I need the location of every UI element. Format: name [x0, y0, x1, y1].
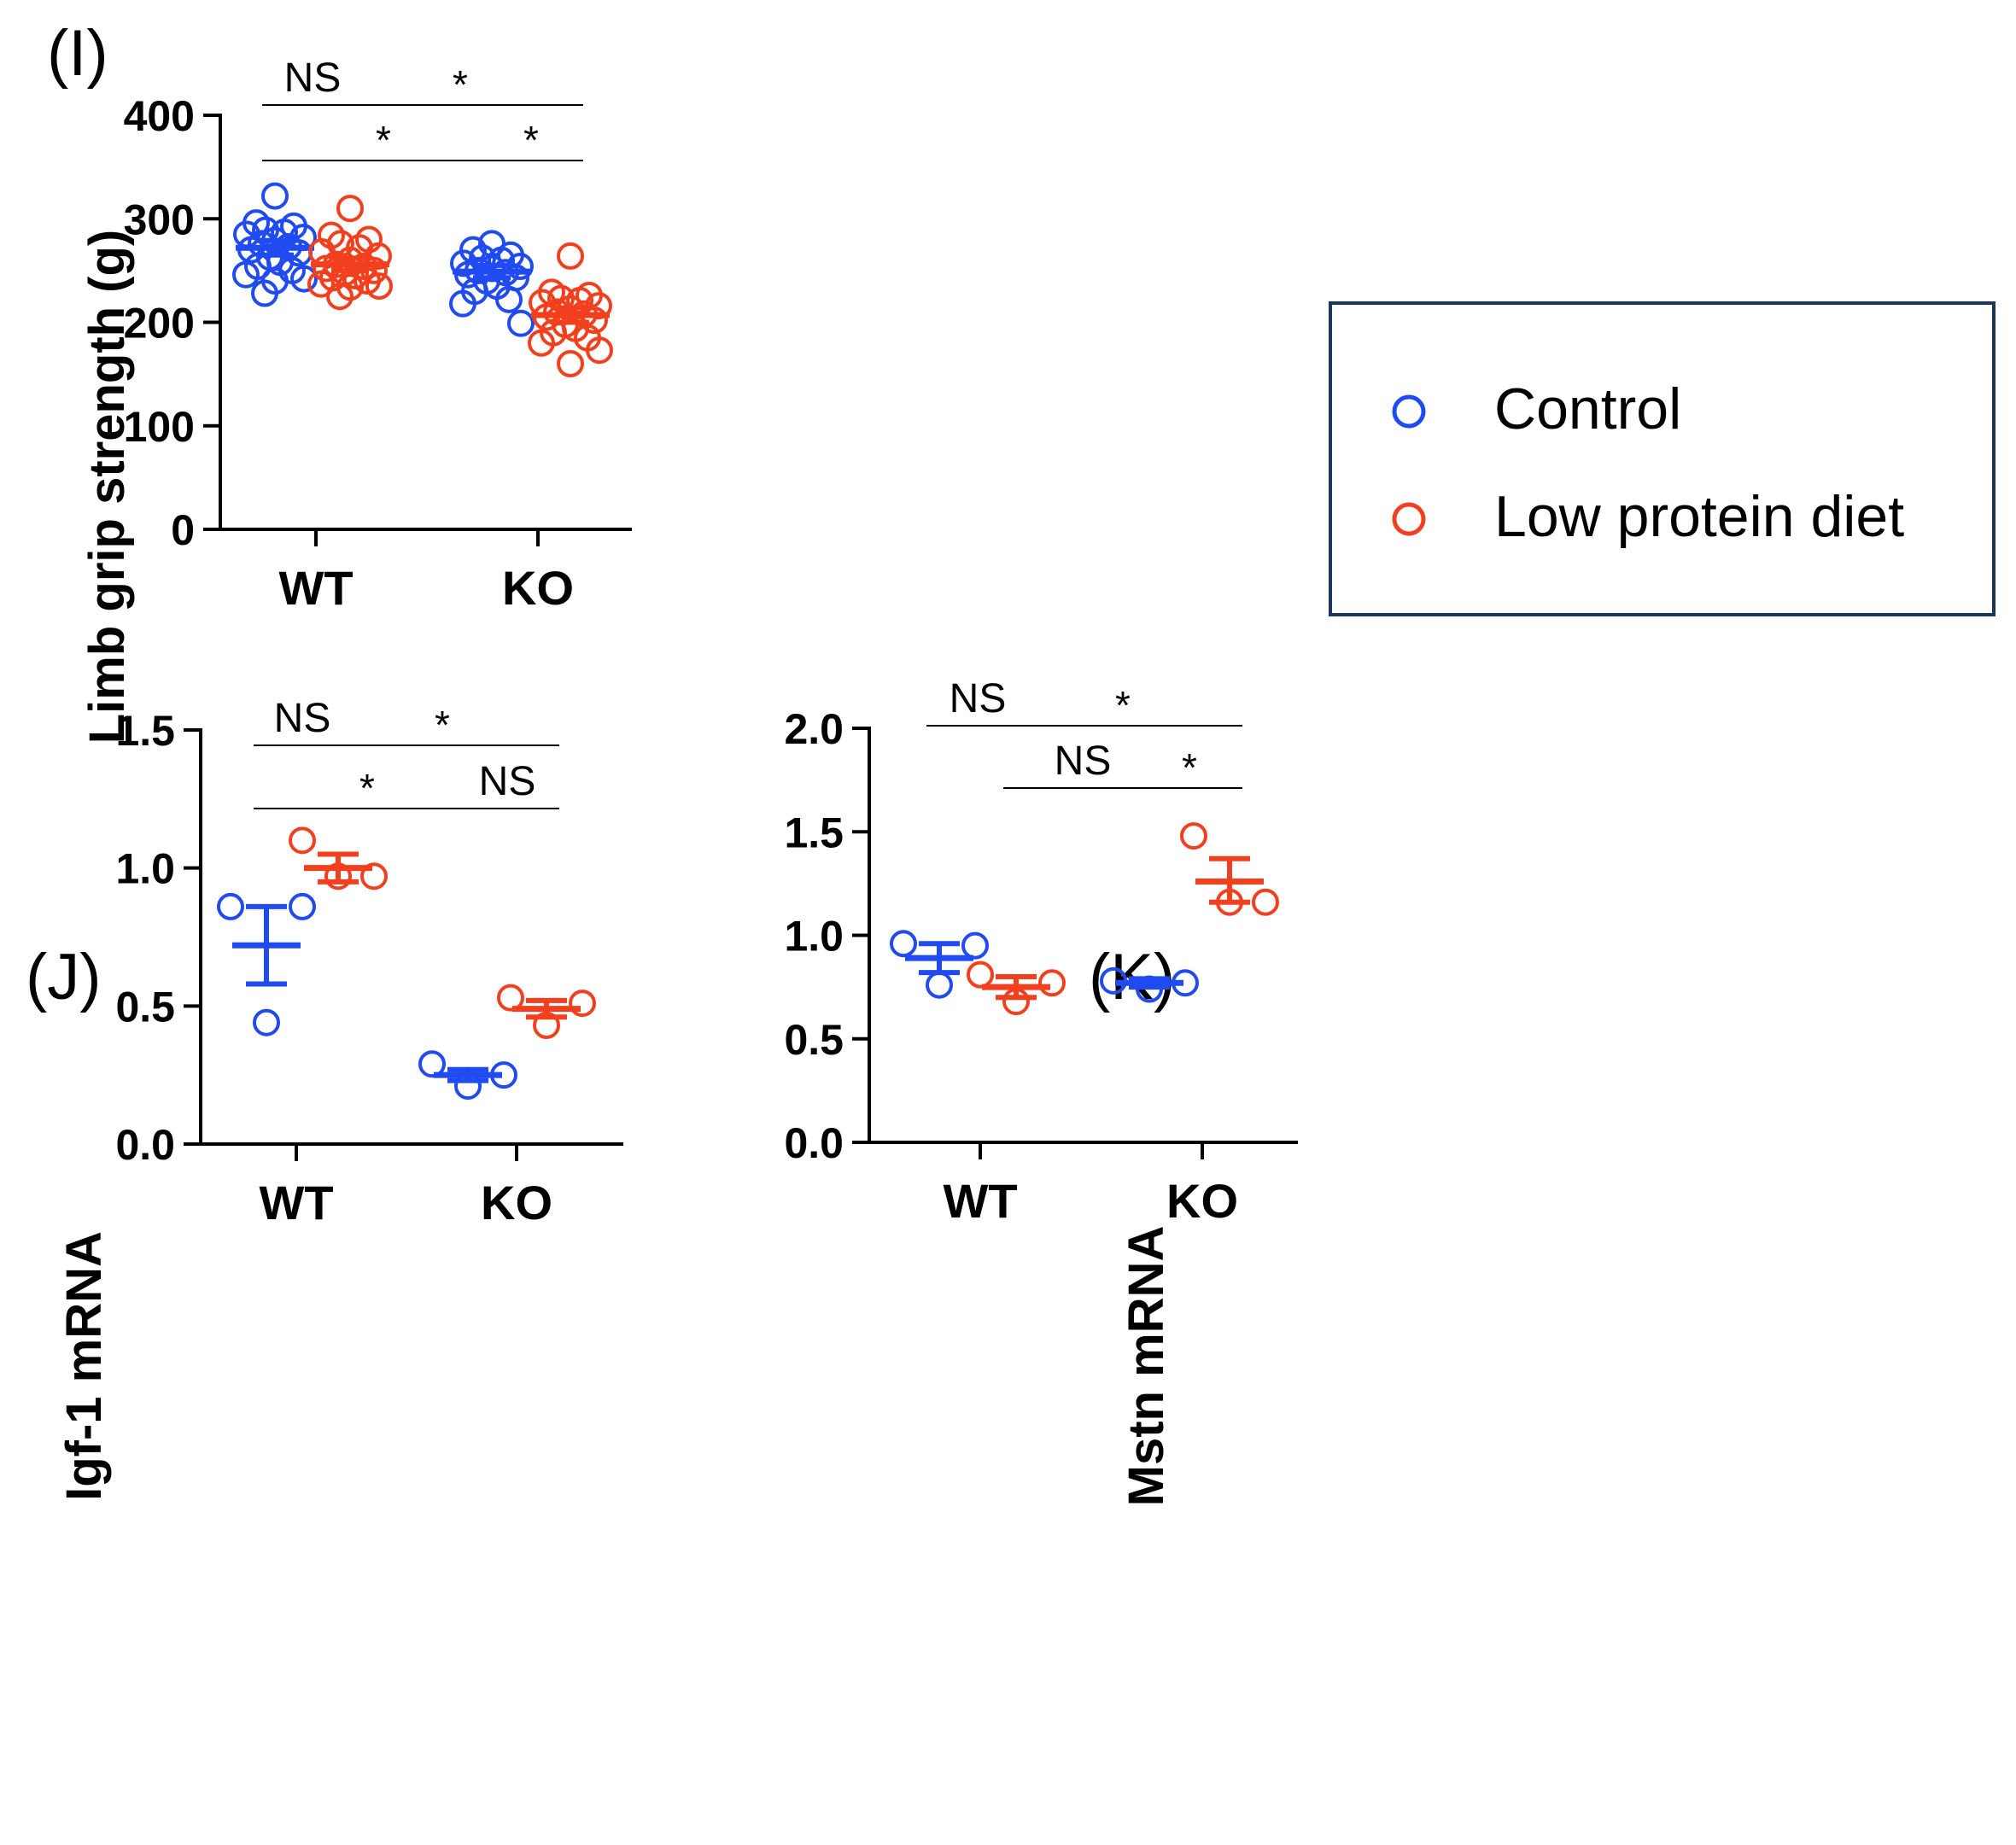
- legend-box: [1329, 301, 1996, 616]
- significance-label: *: [1182, 745, 1197, 790]
- data-point: [253, 1008, 280, 1036]
- x-tick-label: WT: [259, 1176, 333, 1229]
- significance-label: NS: [1055, 739, 1112, 784]
- data-point: [926, 971, 953, 999]
- significance-label: *: [523, 118, 539, 162]
- data-point: [261, 182, 289, 210]
- y-axis-label-j: Igf-1 mRNA: [56, 1231, 112, 1501]
- data-point: [967, 960, 994, 989]
- panel-j: (J) Igf-1 mRNA 0.0 0.5 1.0 1.5 WT KO NS * * NS: [26, 696, 623, 1501]
- data-point: [1038, 969, 1066, 997]
- data-point: [1180, 822, 1207, 850]
- data-point: [232, 260, 260, 289]
- x-tick-label: KO: [502, 561, 574, 615]
- x-tick-label: WT: [943, 1174, 1017, 1228]
- data-point: [1252, 888, 1279, 916]
- data-point: [890, 930, 917, 958]
- data-point: [459, 236, 487, 264]
- x-tick-label: KO: [1166, 1174, 1238, 1228]
- y-tick-label: 0.0: [784, 1119, 844, 1167]
- panel-i: (I) Limb grip strength (g) 0 100 200 300 400…: [47, 17, 632, 744]
- y-tick-label: 0: [171, 506, 195, 554]
- significance-label: *: [453, 62, 468, 107]
- y-tick-label: 200: [124, 300, 195, 347]
- y-tick-label: 100: [124, 403, 195, 451]
- data-point: [217, 892, 244, 920]
- data-point: [289, 826, 316, 855]
- significance-label: *: [359, 766, 375, 810]
- y-tick-label: 0.5: [784, 1016, 844, 1064]
- y-tick-label: 1.0: [115, 845, 175, 893]
- y-axis-label-k: Mstn mRNA: [1119, 1226, 1174, 1507]
- data-point: [251, 279, 278, 307]
- data-point: [449, 289, 476, 318]
- data-point: [586, 336, 613, 365]
- data-point: [557, 350, 584, 377]
- data-point: [326, 283, 354, 311]
- x-tick-label: KO: [481, 1176, 552, 1229]
- y-tick-label: 400: [124, 92, 195, 140]
- significance-label: *: [435, 703, 450, 747]
- panel-label-i: (I): [47, 17, 108, 90]
- y-tick-label: 0.0: [115, 1121, 175, 1169]
- significance-label: *: [376, 118, 391, 162]
- legend: Control Low protein diet: [1329, 301, 1996, 616]
- panel-label-j: (J): [26, 941, 102, 1013]
- significance-label: NS: [950, 676, 1007, 721]
- significance-label: *: [1115, 683, 1131, 727]
- y-tick-label: 1.5: [115, 707, 175, 755]
- data-point: [495, 285, 523, 313]
- legend-low-protein-marker: [1392, 502, 1426, 536]
- y-tick-label: 300: [124, 196, 195, 243]
- x-tick-label: WT: [278, 561, 353, 615]
- y-tick-label: 0.5: [115, 983, 175, 1031]
- data-point: [497, 984, 524, 1012]
- data-point: [271, 219, 298, 247]
- data-point: [307, 270, 335, 298]
- y-tick-label: 1.5: [784, 809, 844, 856]
- data-point: [557, 242, 584, 270]
- legend-control-marker: [1392, 394, 1426, 429]
- data-point: [507, 309, 535, 337]
- data-point: [360, 862, 388, 890]
- significance-label: NS: [284, 55, 342, 101]
- data-point: [289, 892, 316, 920]
- plot-area-i: 0 100 200 300 400 WT KO NS * * *: [124, 55, 632, 615]
- data-point: [528, 329, 555, 357]
- data-point: [569, 990, 596, 1018]
- data-point: [961, 931, 989, 960]
- data-point: [290, 265, 318, 293]
- plot-area-j: 0.0 0.5 1.0 1.5 WT KO NS * * NS: [115, 696, 623, 1229]
- data-point: [418, 1050, 446, 1078]
- significance-label: NS: [479, 759, 536, 804]
- y-tick-label: 2.0: [784, 705, 844, 753]
- y-axis-label-i: Limb grip strength (g): [79, 230, 135, 744]
- data-point: [336, 195, 364, 223]
- legend-low-protein-label: Low protein diet: [1494, 484, 1904, 549]
- significance-label: NS: [274, 696, 331, 741]
- y-tick-label: 1.0: [784, 913, 844, 960]
- data-point: [454, 260, 482, 289]
- data-point: [365, 272, 393, 301]
- legend-control-label: Control: [1494, 377, 1681, 441]
